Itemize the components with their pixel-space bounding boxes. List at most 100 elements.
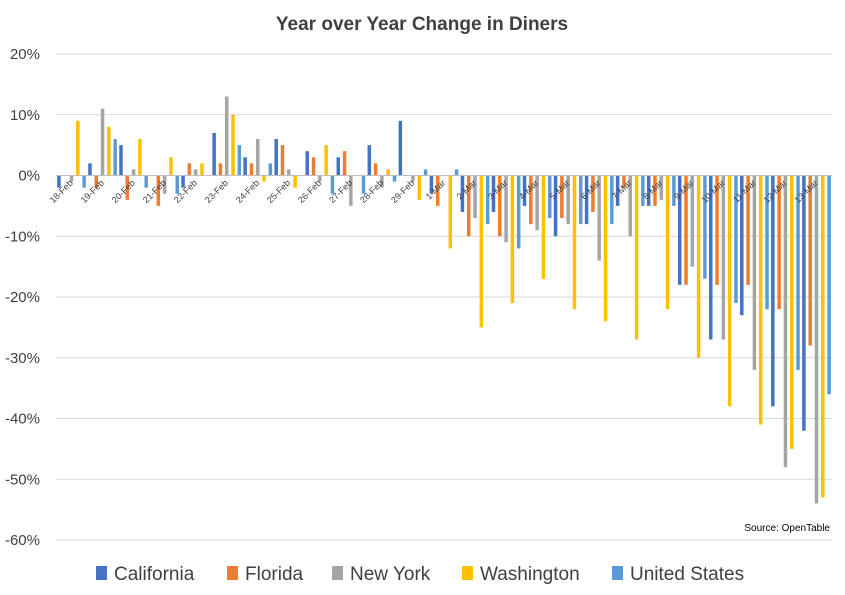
bar-washington: [572, 175, 577, 310]
bar-florida: [249, 163, 254, 176]
bar-new-york: [721, 175, 726, 340]
bar-california: [491, 175, 496, 212]
bar-washington: [821, 175, 825, 498]
bar-florida: [622, 175, 626, 188]
bar-new-york: [193, 169, 198, 176]
bar-new-york: [256, 139, 260, 176]
bar-washington: [231, 114, 235, 176]
bar-florida: [280, 145, 285, 176]
bar-california: [305, 151, 309, 176]
bar-florida: [777, 175, 781, 310]
bar-california: [740, 175, 744, 316]
bar-united-states: [765, 175, 769, 310]
bar-washington: [138, 139, 142, 176]
bar-washington: [758, 175, 763, 425]
bar-washington: [510, 175, 515, 304]
bar-california: [709, 175, 713, 340]
y-tick-label: 0%: [18, 168, 40, 185]
bar-california: [243, 157, 247, 176]
bar-california: [367, 145, 372, 176]
bar-new-york: [162, 175, 167, 194]
bar-united-states: [485, 175, 490, 225]
bar-united-states: [144, 175, 148, 188]
bar-new-york: [566, 175, 570, 225]
bar-washington: [386, 169, 390, 176]
bar-washington: [324, 145, 328, 176]
x-tick-label: 1-Mar: [424, 178, 448, 202]
x-tick-label: 24-Feb: [234, 178, 261, 205]
bar-florida: [498, 175, 502, 237]
bar-florida: [94, 175, 99, 188]
bar-united-states: [454, 169, 459, 176]
bar-new-york: [411, 175, 415, 182]
bar-florida: [560, 175, 564, 219]
bar-new-york: [287, 169, 291, 176]
x-tick-label: 18-Feb: [48, 178, 75, 205]
bar-california: [646, 175, 651, 206]
bar-california: [429, 175, 434, 194]
bar-california: [771, 175, 775, 407]
bar-florida: [591, 175, 595, 212]
bar-united-states: [516, 175, 521, 249]
bar-united-states: [330, 175, 335, 194]
bar-new-york: [349, 175, 353, 206]
bar-florida: [466, 175, 471, 237]
bar-new-york: [659, 175, 664, 200]
bar-new-york: [224, 96, 229, 176]
bar-california: [336, 157, 341, 176]
bar-florida: [311, 157, 316, 176]
y-tick-label: -10%: [5, 228, 40, 245]
legend-label: California: [114, 564, 195, 585]
legend-label: New York: [350, 564, 431, 585]
bar-washington: [665, 175, 670, 310]
bar-new-york: [100, 108, 105, 176]
x-tick-label: 20-Feb: [110, 178, 137, 205]
y-tick-label: -40%: [5, 411, 40, 428]
bar-united-states: [734, 175, 738, 304]
bar-united-states: [610, 175, 614, 225]
bar-united-states: [547, 175, 552, 219]
bar-united-states: [175, 175, 179, 194]
bar-florida: [808, 175, 812, 346]
bar-washington: [603, 175, 608, 322]
bar-united-states: [361, 175, 366, 194]
bar-florida: [187, 163, 192, 176]
x-tick-label: 26-Feb: [296, 178, 323, 205]
bar-washington: [262, 175, 266, 182]
bar-new-york: [131, 169, 136, 176]
bar-florida: [653, 175, 657, 206]
y-tick-label: -50%: [5, 471, 40, 488]
bar-washington: [541, 175, 546, 279]
bar-new-york: [690, 175, 695, 267]
x-tick-label: 29-Feb: [389, 178, 416, 205]
bar-california: [119, 145, 123, 176]
bar-united-states: [237, 145, 242, 176]
bar-california: [460, 175, 465, 212]
legend-swatch: [227, 566, 238, 580]
bar-california: [398, 120, 403, 176]
bar-california: [615, 175, 620, 206]
bar-new-york: [380, 175, 384, 188]
bar-florida: [218, 163, 223, 176]
y-tick-label: -20%: [5, 289, 40, 306]
y-tick-label: -60%: [5, 532, 40, 549]
bar-united-states: [423, 169, 428, 176]
legend-swatch: [612, 566, 623, 580]
bar-washington: [76, 120, 80, 176]
bar-california: [88, 163, 92, 176]
bar-california: [57, 175, 61, 188]
bar-united-states: [672, 175, 676, 206]
bar-washington: [789, 175, 794, 449]
bar-california: [553, 175, 558, 237]
legend-swatch: [332, 566, 343, 580]
bar-washington: [634, 175, 639, 340]
bars: [57, 96, 831, 504]
bar-new-york: [597, 175, 601, 261]
bar-california: [181, 175, 185, 188]
bar-florida: [156, 175, 161, 206]
bar-florida: [125, 175, 130, 200]
bar-new-york: [814, 175, 819, 504]
bar-new-york: [473, 175, 477, 219]
bar-california: [212, 132, 216, 176]
